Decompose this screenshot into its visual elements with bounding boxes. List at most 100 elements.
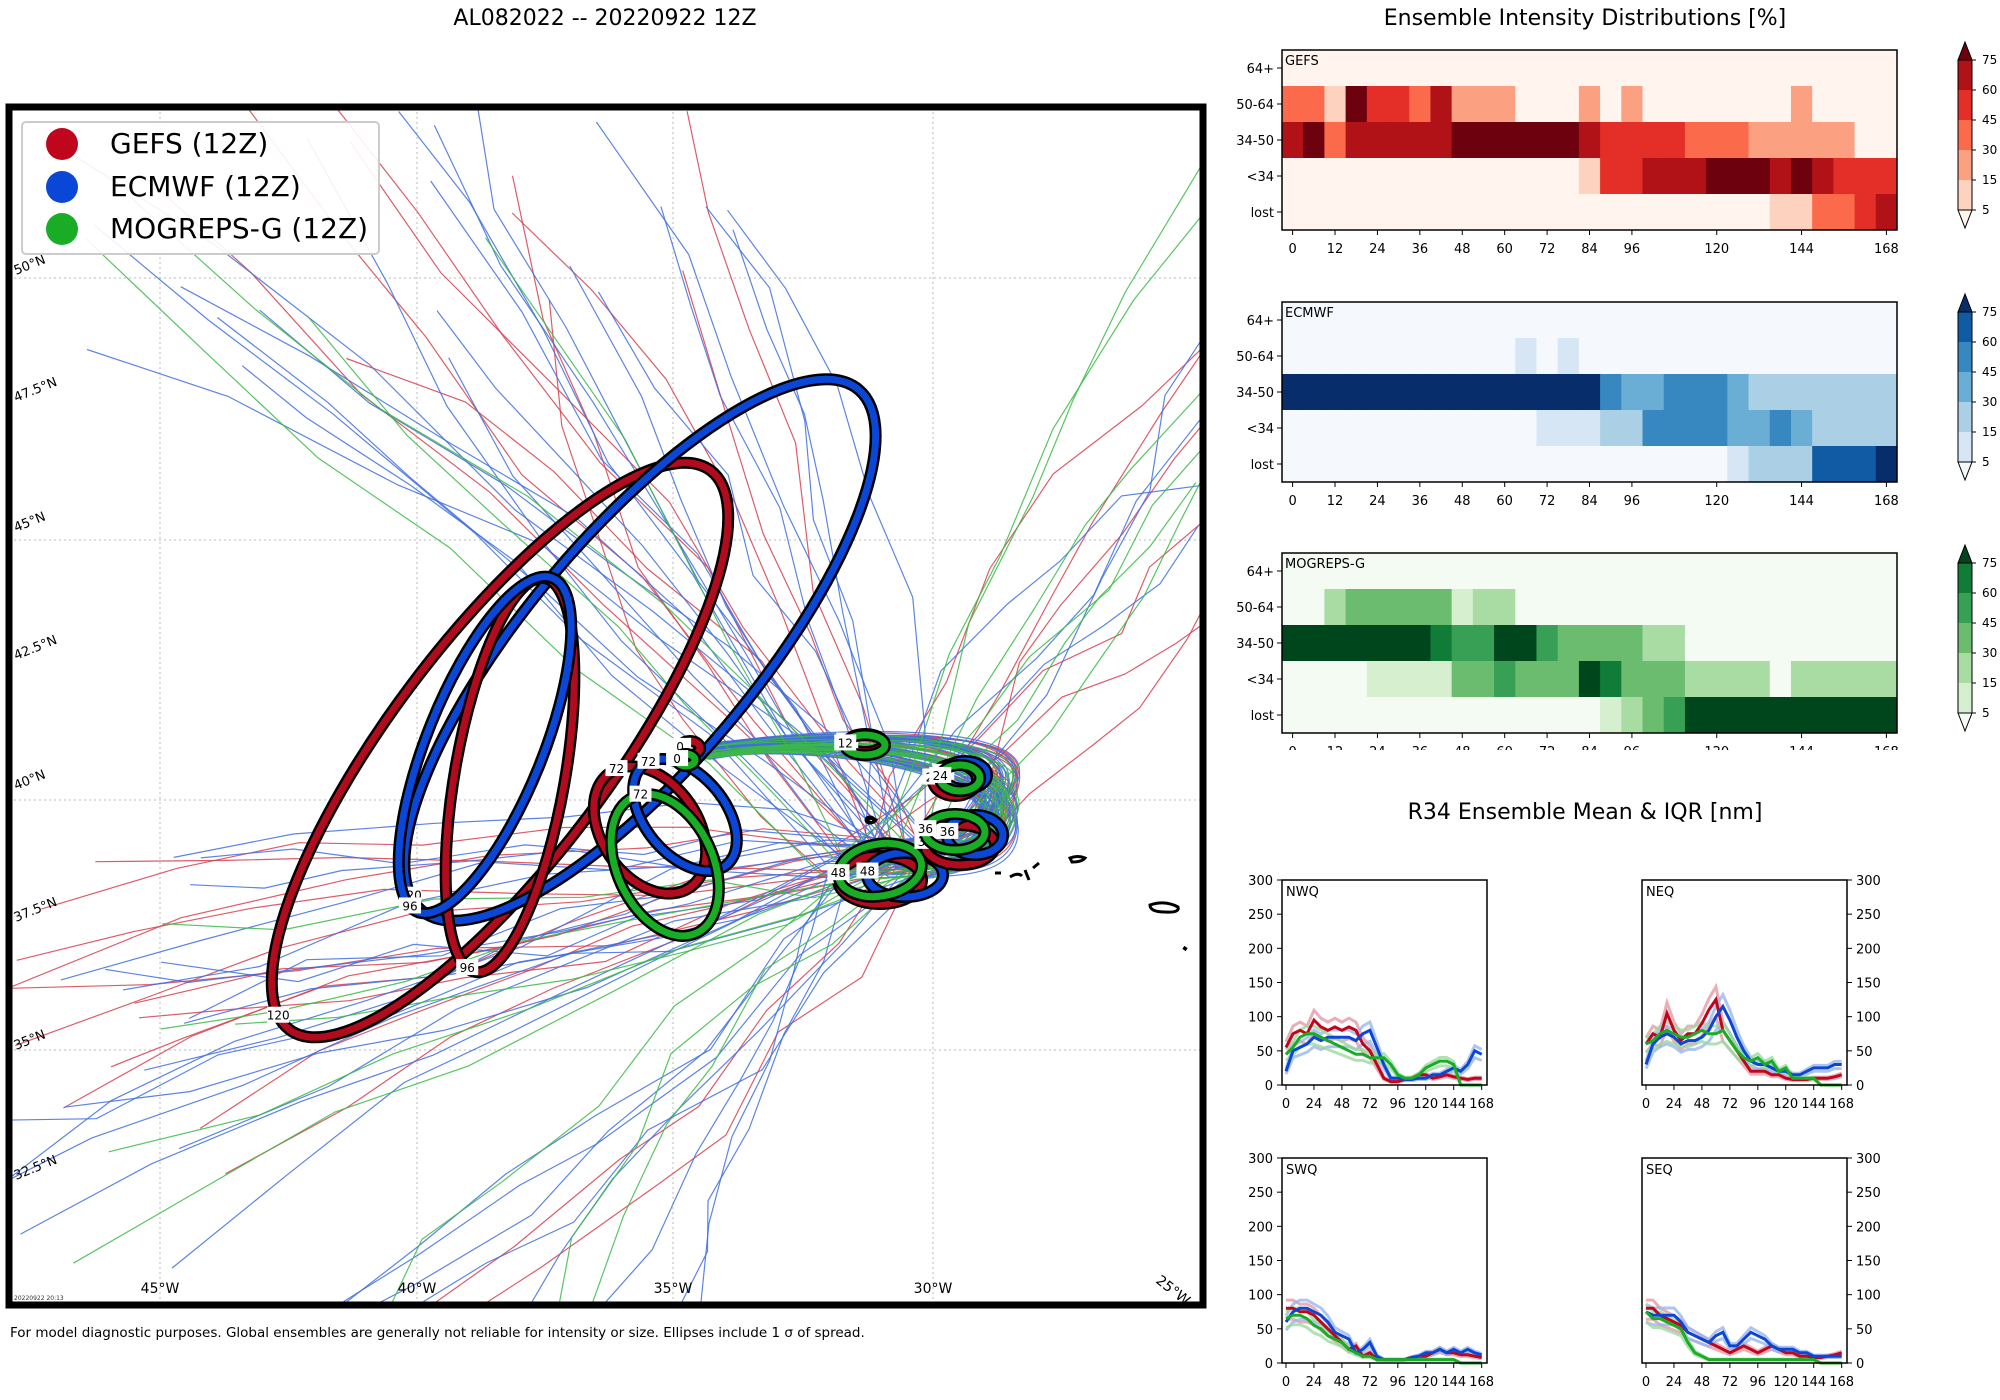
heatmap-cell [1366,553,1389,590]
heatmap-xtick: 36 [1412,745,1429,750]
heatmap-cell [1282,122,1304,159]
heatmap-cell [1812,625,1834,662]
heatmap-cell [1663,302,1686,339]
heatmap-cell [1451,158,1474,195]
heatmap-cell [1663,50,1686,87]
heatmap-cell [1748,50,1771,87]
heatmap-cell [1600,374,1622,411]
heatmap-ylabel: lost [1251,709,1274,724]
heatmap-cell [1282,410,1304,447]
ellipse-hour-label: 24 [933,769,948,783]
ellipse-hour-label: 72 [633,788,648,802]
heatmap-cell [1303,410,1325,447]
heatmap-xtick: 120 [1704,242,1729,257]
colorbar-band [1958,60,1972,90]
heatmap-cell [1409,410,1431,447]
heatmap-xtick: 24 [1369,242,1386,257]
r34-iqr-line [1284,1024,1482,1087]
legend-marker-gefs [46,128,78,160]
heatmap-cell [1578,589,1601,626]
heatmap-cell [1600,446,1622,483]
heatmap-cell [1684,338,1707,375]
r34-xtick: 0 [1282,1097,1290,1112]
heatmap-xtick: 0 [1288,494,1296,509]
intensity-heatmaps: 64+ 50-64 34-50 <34 lost GEFS 0 12 24 36 48 60 72 84 9… [1236,40,1997,750]
heatmap-cell [1409,50,1431,87]
r34-xtick: 120 [1773,1375,1798,1390]
heatmap-cell [1812,446,1834,483]
lon-label: 45°W [141,1281,180,1297]
heatmap-cell [1409,589,1431,626]
heatmap-cell [1536,338,1559,375]
heatmap-cell [1854,338,1877,375]
heatmap-cell [1345,194,1368,231]
heatmap-cell [1578,697,1601,734]
ellipse-hour-label: 96 [460,961,475,975]
heatmap-cell [1282,86,1304,123]
heatmap-cell [1706,302,1728,339]
colorbar-extend-min [1957,461,1973,482]
heatmap-cell [1833,158,1856,195]
heatmap-cell [1833,410,1856,447]
heatmap-cell [1642,374,1665,411]
heatmap-cell [1790,50,1813,87]
heatmap-cell [1366,374,1389,411]
r34-xtick: 168 [1469,1097,1494,1112]
heatmap-cell [1727,338,1750,375]
heatmap-cell [1642,661,1665,698]
r34-xtick: 48 [1694,1375,1711,1390]
heatmap-cell [1578,158,1601,195]
heatmap-cell [1769,158,1792,195]
heatmap-cell [1409,625,1431,662]
heatmap-cell [1663,122,1686,159]
heatmap-cell [1536,374,1559,411]
r34-xtick: 144 [1801,1375,1826,1390]
heatmap-cell [1388,86,1410,123]
heatmap-cell [1515,553,1537,590]
heatmap-cell [1515,194,1537,231]
heatmap-cell [1748,374,1771,411]
heatmap-cell [1727,50,1750,87]
heatmap-cell [1388,338,1410,375]
heatmap-title: ECMWF [1285,306,1334,321]
heatmap-cell [1769,50,1792,87]
heatmap-cell [1451,374,1474,411]
heatmap-cell [1557,158,1580,195]
heatmap-cell [1663,697,1686,734]
heatmap-xtick: 168 [1874,745,1899,750]
r34-xtick: 144 [1441,1097,1466,1112]
heatmap-cell [1600,410,1622,447]
heatmap-cell [1388,122,1410,159]
heatmap-xtick: 84 [1581,494,1598,509]
heatmap-cell [1769,697,1792,734]
heatmap-cell [1388,374,1410,411]
heatmap-cell [1515,661,1537,698]
heatmap-cell [1706,410,1728,447]
heatmap-cell [1600,625,1622,662]
heatmap-cell [1833,194,1856,231]
heatmap-cell [1409,338,1431,375]
heatmap-cell [1748,661,1771,698]
heatmap-cell [1388,410,1410,447]
heatmap-xtick: 60 [1496,745,1513,750]
heatmap-cell [1578,194,1601,231]
r34-xtick: 96 [1390,1375,1407,1390]
heatmap-cell [1642,86,1665,123]
legend-marker-ecmwf [46,171,78,203]
heatmap-xtick: 168 [1874,494,1899,509]
heatmap-cell [1600,302,1622,339]
colorbar-band [1958,120,1972,150]
heatmap-cell [1472,374,1495,411]
heatmap-cell [1684,122,1707,159]
heatmap-cell [1366,158,1389,195]
r34-xtick: 48 [1334,1375,1351,1390]
heatmap-cell [1366,697,1389,734]
heatmap-cell [1684,374,1707,411]
colorbar-band [1958,180,1972,210]
r34-xtick: 48 [1694,1097,1711,1112]
heatmap-cell [1472,697,1495,734]
heatmap-cell [1303,302,1325,339]
r34-xtick: 0 [1282,1375,1290,1390]
heatmap-cell [1536,86,1559,123]
